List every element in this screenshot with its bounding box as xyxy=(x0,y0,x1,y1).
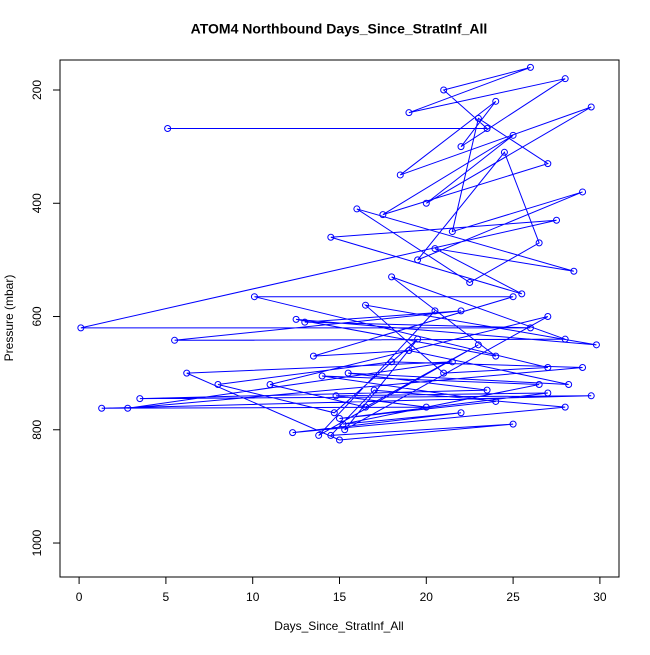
data-point xyxy=(422,403,430,411)
data-point xyxy=(561,335,569,343)
data-point xyxy=(592,341,600,349)
data-point xyxy=(136,395,144,403)
data-point xyxy=(171,336,179,344)
x-axis-label: Days_Since_StratInf_All xyxy=(274,619,403,633)
data-point xyxy=(526,324,534,332)
data-point xyxy=(292,315,300,323)
data-point xyxy=(422,199,430,207)
data-point xyxy=(561,403,569,411)
data-point xyxy=(440,369,448,377)
data-point xyxy=(474,114,482,122)
data-point xyxy=(330,409,338,417)
data-point xyxy=(492,97,500,105)
y-tick-label: 200 xyxy=(30,80,44,100)
data-point xyxy=(448,228,456,236)
data-point xyxy=(457,307,465,315)
data-point xyxy=(315,431,323,439)
data-point xyxy=(388,273,396,281)
data-point xyxy=(431,245,439,253)
x-tick-label: 10 xyxy=(246,590,260,604)
data-point xyxy=(362,301,370,309)
data-point xyxy=(388,358,396,366)
x-tick-label: 25 xyxy=(506,590,520,604)
data-point xyxy=(183,369,191,377)
data-point xyxy=(544,363,552,371)
data-point xyxy=(309,352,317,360)
data-point xyxy=(466,279,474,287)
data-point xyxy=(341,426,349,434)
data-point xyxy=(440,86,448,94)
data-point xyxy=(544,389,552,397)
data-point xyxy=(579,188,587,196)
data-point xyxy=(448,358,456,366)
data-point xyxy=(492,397,500,405)
data-point xyxy=(492,352,500,360)
data-point xyxy=(587,392,595,400)
data-point xyxy=(570,267,578,275)
x-tick-label: 5 xyxy=(163,590,170,604)
x-tick-label: 30 xyxy=(593,590,607,604)
data-point xyxy=(405,346,413,354)
data-point xyxy=(336,414,343,422)
data-point xyxy=(535,239,543,247)
data-point xyxy=(370,386,378,394)
data-point xyxy=(405,109,413,117)
x-tick-label: 0 xyxy=(76,590,83,604)
y-tick-label: 600 xyxy=(30,306,44,326)
data-point xyxy=(431,307,439,315)
y-axis-label: Pressure (mbar) xyxy=(2,275,16,362)
data-point xyxy=(266,380,274,388)
data-point xyxy=(327,431,335,439)
data-point xyxy=(483,386,491,394)
data-point xyxy=(336,436,343,444)
data-point xyxy=(518,290,526,298)
data-point xyxy=(77,324,85,332)
data-point xyxy=(509,131,517,139)
data-point xyxy=(362,403,370,411)
data-point xyxy=(124,404,132,412)
data-point xyxy=(414,335,422,343)
data-point xyxy=(565,380,573,388)
data-point xyxy=(414,256,422,264)
data-point xyxy=(289,429,297,437)
data-point xyxy=(500,148,508,156)
chart-title: ATOM4 Northbound Days_Since_StratInf_All xyxy=(191,21,488,37)
data-point xyxy=(301,318,309,326)
y-tick-label: 1000 xyxy=(30,529,44,556)
data-point xyxy=(544,160,552,168)
data-point xyxy=(214,380,222,388)
data-point xyxy=(457,409,465,417)
data-point xyxy=(457,143,465,151)
data-point xyxy=(526,63,534,71)
data-point xyxy=(396,171,404,179)
data-point xyxy=(509,293,517,301)
data-point xyxy=(250,293,258,301)
data-line xyxy=(80,66,597,441)
x-tick-label: 15 xyxy=(333,590,347,604)
data-point xyxy=(353,205,361,213)
data-point xyxy=(483,125,491,133)
data-point xyxy=(164,125,172,133)
x-tick-label: 20 xyxy=(420,590,434,604)
data-point xyxy=(98,404,106,412)
data-point xyxy=(553,216,561,224)
data-point xyxy=(579,363,587,371)
data-point xyxy=(327,233,335,241)
data-point xyxy=(544,313,552,321)
data-point xyxy=(344,369,352,377)
y-tick-label: 800 xyxy=(30,419,44,439)
data-point xyxy=(587,103,595,111)
data-point xyxy=(561,75,569,83)
data-point xyxy=(474,341,482,349)
data-point xyxy=(318,372,326,380)
y-tick-label: 400 xyxy=(30,193,44,213)
data-point xyxy=(379,211,387,219)
data-point xyxy=(509,420,517,428)
data-point xyxy=(332,392,340,400)
data-point xyxy=(535,380,543,388)
